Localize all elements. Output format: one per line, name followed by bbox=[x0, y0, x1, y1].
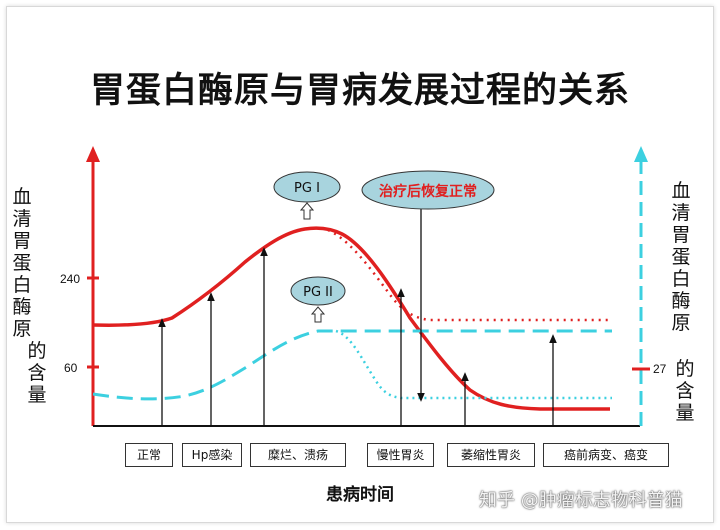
stage-atrophic-gastritis: 萎缩性胃炎 bbox=[447, 443, 535, 467]
pg1-pointer-arrow bbox=[299, 202, 315, 220]
recovery-bubble bbox=[361, 170, 495, 210]
right-axis-arrowhead bbox=[634, 146, 648, 162]
diagram-title: 胃蛋白酶原与胃病发展过程的关系 bbox=[89, 70, 630, 111]
stage-normal: 正常 bbox=[125, 443, 173, 467]
stage-precancer-cancer: 癌前病变、癌变 bbox=[543, 443, 669, 467]
pg2-curve bbox=[92, 329, 612, 401]
tick-label-27: 27 bbox=[653, 362, 667, 376]
right-axis-label: 血清胃蛋白酶原 bbox=[671, 180, 691, 334]
x-axis-label: 患病时间 bbox=[326, 485, 394, 505]
pg1-recovery-curve bbox=[327, 228, 612, 322]
stage-chronic-gastritis: 慢性胃炎 bbox=[367, 443, 434, 467]
tick-label-60: 60 bbox=[64, 361, 78, 375]
left-axis-arrowhead bbox=[86, 146, 100, 162]
stage-hp-infection: Hp感染 bbox=[182, 443, 242, 467]
recovery-bubble-label: 治疗后恢复正常 bbox=[379, 183, 477, 200]
watermark: 知乎 @肿瘤标志物科普猫 bbox=[479, 490, 683, 511]
stage-erosion-ulcer: 糜烂、溃疡 bbox=[250, 443, 346, 467]
image-frame bbox=[6, 6, 714, 523]
pg1-curve bbox=[92, 226, 610, 411]
pg2-recovery-curve bbox=[335, 329, 612, 400]
left-axis-label: 血清胃蛋白酶原 bbox=[12, 186, 32, 340]
pg2-bubble-label: PG II bbox=[303, 285, 333, 300]
tick-label-240: 240 bbox=[60, 272, 80, 286]
left-axis-label-suffix: 的含量 bbox=[27, 340, 47, 406]
pg1-bubble-label: PG I bbox=[294, 181, 320, 196]
pg2-bubble bbox=[290, 276, 346, 306]
pg1-bubble bbox=[273, 171, 341, 203]
pg2-pointer-arrow bbox=[310, 306, 326, 323]
right-axis-label-suffix: 的含量 bbox=[675, 358, 695, 424]
